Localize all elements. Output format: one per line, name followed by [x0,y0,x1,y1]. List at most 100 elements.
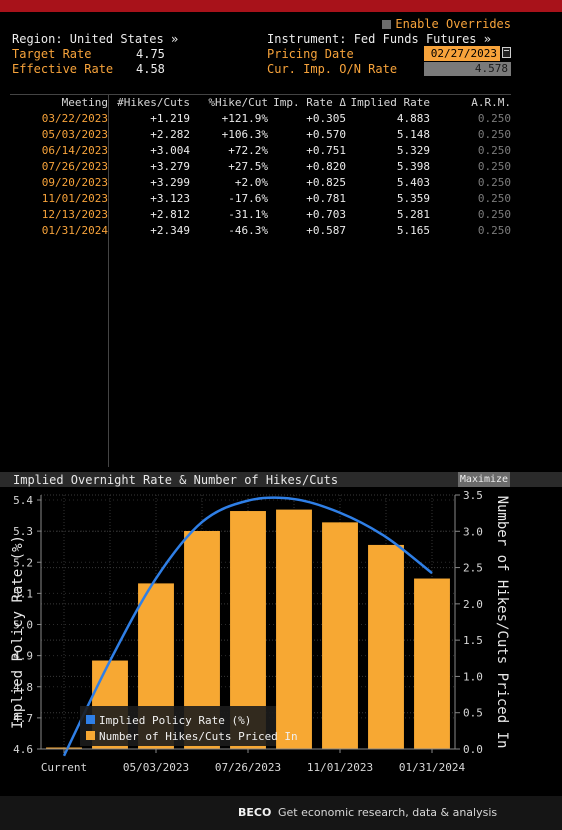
table-cell-hikes-cuts: +3.279 [150,160,190,173]
table-cell-meeting[interactable]: 12/13/2023 [41,208,108,221]
left-tick-label: 4.6 [13,743,33,756]
table-cell-hikes-cuts: +2.812 [150,208,190,221]
table-cell-imp-rate-delta: +0.820 [306,160,346,173]
onrate-label: Cur. Imp. O/N Rate [267,62,398,76]
right-tick-label: 1.5 [463,634,483,647]
table-cell-implied-rate: 5.165 [396,224,430,237]
table-cell-meeting[interactable]: 05/03/2023 [41,128,108,141]
legend-swatch-bar [86,731,95,740]
right-axis-title: Number of Hikes/Cuts Priced In [494,496,510,749]
legend-box [80,706,276,746]
column-header-arm[interactable]: A.R.M. [471,96,511,109]
bottom-tick-label: 01/31/2024 [399,761,466,774]
table-cell-hikes-cuts: +2.282 [150,128,190,141]
footer-bar [0,796,562,830]
table-cell-meeting[interactable]: 11/01/2023 [41,192,108,205]
table-cell-imp-rate-delta: +0.825 [306,176,346,189]
table-cell-arm: 0.250 [477,176,511,189]
instrument-selector[interactable]: Instrument: Fed Funds Futures » [267,32,491,46]
left-tick-label: 5.4 [13,494,33,507]
table-cell-meeting[interactable]: 07/26/2023 [41,160,108,173]
right-tick-label: 2.5 [463,562,483,575]
table-cell-imp-rate-delta: +0.703 [306,208,346,221]
bottom-tick-label: 05/03/2023 [123,761,189,774]
left-tick-label: 4.7 [13,712,33,725]
table-cell-implied-rate: 5.403 [396,176,430,189]
pricing-date-input[interactable]: 02/27/2023 [424,46,500,61]
region-selector[interactable]: Region: United States » [12,32,179,46]
column-header-implied-rate[interactable]: Implied Rate [350,96,430,109]
table-cell-meeting[interactable]: 01/31/2024 [41,224,108,237]
right-tick-label: 3.0 [463,525,483,538]
effective-rate-value: 4.58 [136,62,165,76]
table-cell-arm: 0.250 [477,144,511,157]
table-cell-arm: 0.250 [477,208,511,221]
legend-label-line: Implied Policy Rate (%) [99,714,251,727]
table-cell-implied-rate: 5.359 [396,192,430,205]
table-cell-arm: 0.250 [477,160,511,173]
legend-swatch-line [86,715,95,724]
left-tick-label: 5.2 [13,556,33,569]
table-cell-implied-rate: 4.883 [396,112,430,125]
table-cell-pct-hike-cut: -46.3% [228,224,268,237]
table-cell-imp-rate-delta: +0.305 [306,112,346,125]
bar [368,544,404,749]
table-cell-meeting[interactable]: 03/22/2023 [41,112,108,125]
target-rate-value: 4.75 [136,47,165,61]
column-header-hikes-cuts[interactable]: #Hikes/Cuts [117,96,190,109]
left-tick-label: 5.1 [13,587,33,600]
implied-rate-chart: 4.6 4.7 4.8 4.9 5.0 5.1 5.2 5.3 5.4 0.0 0.5 1.0 1.5 2… [10,489,510,774]
table-cell-arm: 0.250 [477,112,511,125]
column-header-imp-rate-delta[interactable]: Imp. Rate Δ [273,96,346,109]
table-cell-meeting[interactable]: 09/20/2023 [41,176,108,189]
bar [414,578,450,749]
table-cell-pct-hike-cut: +72.2% [228,144,268,157]
table-cell-hikes-cuts: +2.349 [150,224,190,237]
maximize-button[interactable]: Maximize [458,472,510,487]
table-cell-imp-rate-delta: +0.781 [306,192,346,205]
checkbox-icon[interactable] [382,20,392,29]
top-accent-bar [0,0,562,12]
target-rate-label: Target Rate [12,47,92,61]
meetings-table: Meeting #Hikes/Cuts %Hike/Cut Imp. Rate Δ Im… [10,94,511,467]
table-cell-implied-rate: 5.148 [396,128,430,141]
enable-overrides-toggle[interactable]: Enable Overrides [382,17,511,31]
right-tick-label: 0.5 [463,707,483,720]
table-cell-meeting[interactable]: 06/14/2023 [41,144,108,157]
column-header-meeting[interactable]: Meeting [61,96,108,109]
table-cell-imp-rate-delta: +0.587 [306,224,346,237]
table-cell-implied-rate: 5.398 [396,160,430,173]
table-cell-hikes-cuts: +3.299 [150,176,190,189]
table-cell-hikes-cuts: +1.219 [150,112,190,125]
bar [276,509,312,749]
table-cell-pct-hike-cut: +121.9% [221,112,268,125]
table-divider [108,95,109,467]
onrate-value-field: 4.578 [424,62,511,76]
right-tick-label: 3.5 [463,489,483,502]
right-tick-label: 1.0 [463,670,483,683]
chart-header-bar [0,472,562,487]
left-tick-label: 4.9 [13,650,33,663]
table-cell-pct-hike-cut: +27.5% [228,160,268,173]
table-cell-hikes-cuts: +3.004 [150,144,190,157]
table-cell-pct-hike-cut: +2.0% [234,176,268,189]
left-tick-label: 4.8 [13,681,33,694]
bottom-tick-label: Current [41,761,87,774]
right-tick-label: 0.0 [463,743,483,756]
bottom-tick-label: 11/01/2023 [307,761,373,774]
table-cell-pct-hike-cut: +106.3% [221,128,268,141]
table-cell-hikes-cuts: +3.123 [150,192,190,205]
column-header-pct-hike-cut[interactable]: %Hike/Cut [208,96,268,109]
footer-tagline[interactable]: Get economic research, data & analysis [278,806,498,819]
enable-overrides-label: Enable Overrides [395,17,511,31]
table-cell-implied-rate: 5.281 [396,208,430,221]
left-axis-title: Implied Policy Rate (%) [10,535,26,729]
bottom-tick-label: 07/26/2023 [215,761,281,774]
table-cell-imp-rate-delta: +0.751 [306,144,346,157]
footer-brand: BECO [238,806,272,819]
right-tick-label: 2.0 [463,598,483,611]
legend-label-bar: Number of Hikes/Cuts Priced In [99,730,298,743]
effective-rate-label: Effective Rate [12,62,114,76]
calendar-icon[interactable] [502,47,511,58]
table-cell-arm: 0.250 [477,192,511,205]
